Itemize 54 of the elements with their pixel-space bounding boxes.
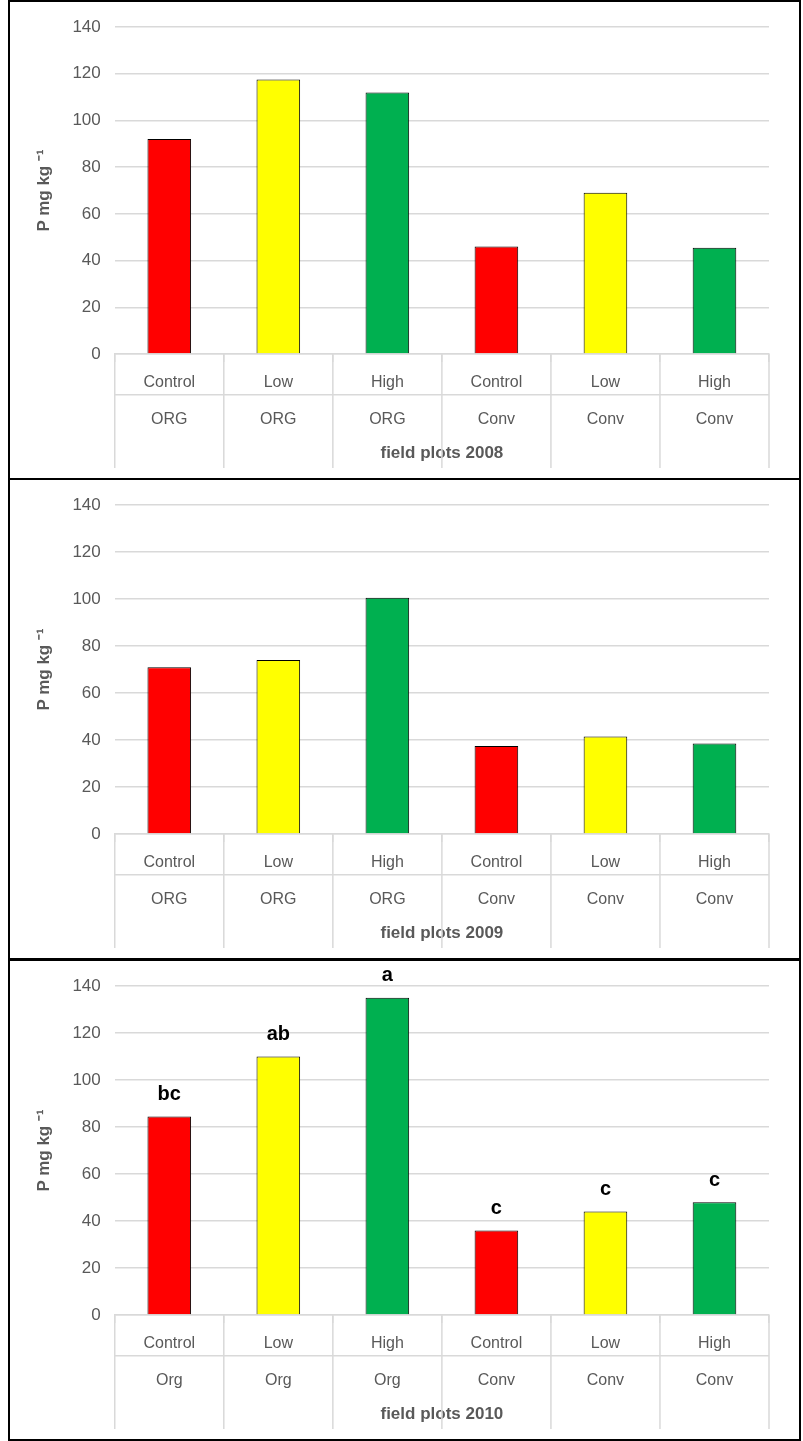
y-tick-label: 120 — [72, 541, 101, 561]
annotation: ab — [266, 1022, 290, 1045]
y-tick-label: 0 — [91, 1304, 101, 1324]
y-tick-label: 80 — [81, 635, 101, 655]
y-axis-title: P mg kg ⁻¹ — [33, 149, 53, 232]
y-tick-label: 20 — [81, 776, 101, 796]
y-tick-label: 100 — [72, 588, 101, 608]
y-tick-label: 60 — [81, 203, 101, 223]
category-label: Control Conv — [470, 1333, 523, 1388]
y-tick-label: 40 — [81, 1210, 101, 1230]
annotation: bc — [157, 1081, 181, 1104]
y-tick-label: 140 — [72, 975, 101, 995]
y-axis-title: P mg kg ⁻¹ — [33, 1109, 53, 1192]
y-tick-label: 120 — [72, 1022, 101, 1042]
y-tick-label: 40 — [81, 250, 101, 270]
category-label: High ORG — [369, 852, 406, 907]
y-tick-label: 100 — [72, 1069, 101, 1089]
category-label: High ORG — [369, 372, 406, 427]
y-tick-label: 20 — [81, 1257, 101, 1277]
category-label: Control ORG — [143, 372, 196, 427]
x-axis-title: field plots 2009 — [380, 923, 504, 943]
category-label: Low Org — [263, 1333, 293, 1388]
category-label: Low Conv — [586, 852, 625, 907]
annotation: c — [490, 1195, 502, 1218]
y-tick-label: 120 — [72, 63, 101, 83]
category-label: High Conv — [695, 852, 734, 907]
y-tick-label: 80 — [81, 1116, 101, 1136]
y-tick-label: 0 — [91, 823, 101, 843]
y-tick-label: 40 — [81, 729, 101, 749]
category-label: High Org — [370, 1333, 404, 1388]
annotation: c — [708, 1167, 721, 1190]
annotation: c — [599, 1177, 611, 1200]
y-tick-label: 60 — [81, 1163, 101, 1183]
category-label: Control Conv — [470, 372, 523, 427]
y-tick-label: 140 — [72, 494, 101, 514]
y-tick-label: 0 — [91, 343, 101, 363]
y-tick-label: 80 — [81, 156, 101, 176]
y-tick-label: 100 — [72, 110, 101, 130]
annotation: a — [381, 963, 394, 986]
y-axis-title: P mg kg ⁻¹ — [33, 628, 53, 711]
y-tick-label: 60 — [81, 682, 101, 702]
category-label: Control ORG — [143, 852, 196, 907]
category-label: Low Conv — [586, 372, 625, 427]
category-label: Control Conv — [470, 852, 523, 907]
y-tick-label: 20 — [81, 296, 101, 316]
category-label: Low Conv — [586, 1333, 625, 1388]
category-label: Low ORG — [260, 372, 297, 427]
category-label: High Conv — [695, 1333, 734, 1388]
category-label: Control Org — [143, 1333, 196, 1388]
category-label: Low ORG — [260, 852, 297, 907]
category-label: High Conv — [695, 372, 734, 427]
x-axis-title: field plots 2010 — [380, 1404, 504, 1424]
x-axis-title: field plots 2008 — [380, 443, 504, 463]
y-tick-label: 140 — [72, 16, 101, 36]
